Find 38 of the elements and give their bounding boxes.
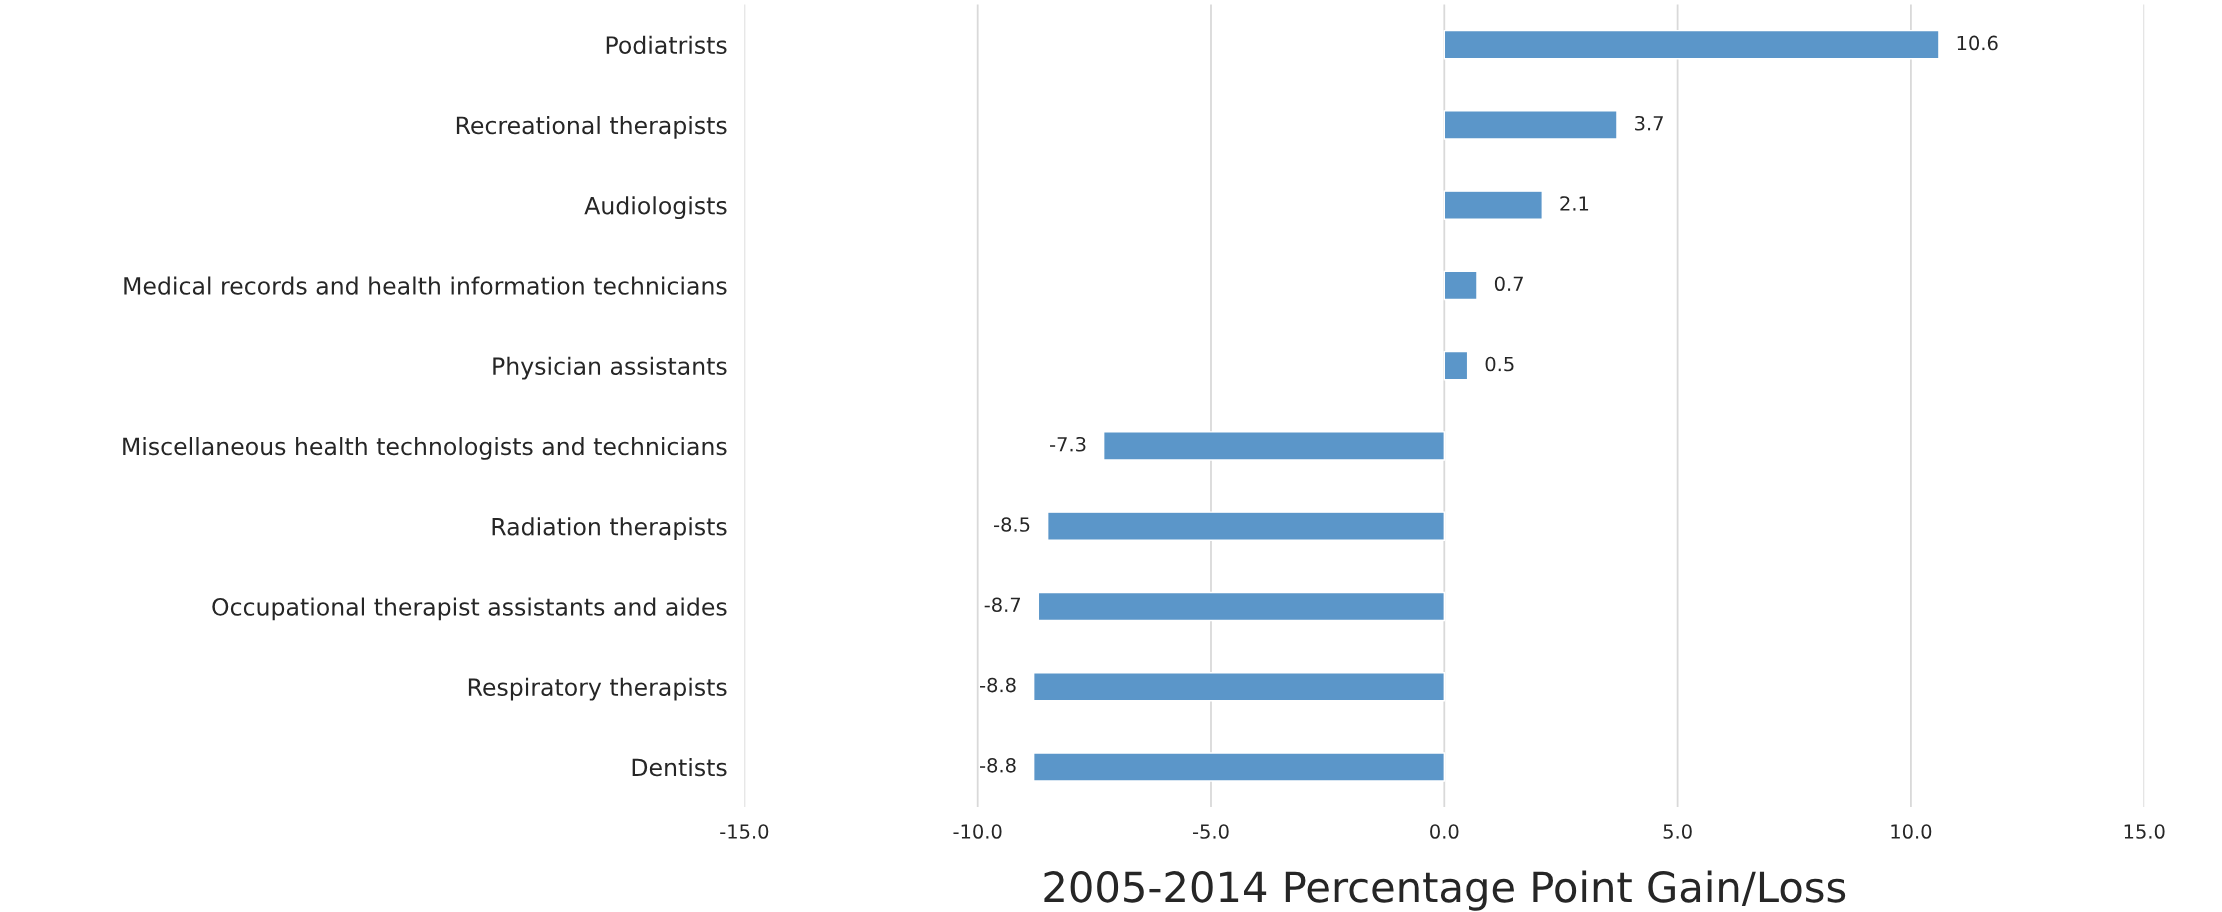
bar (1443, 29, 1940, 60)
y-tick-label: Audiologists (584, 196, 727, 220)
data-label: 0.5 (1485, 356, 1514, 372)
bar (1032, 752, 1445, 782)
bar (1443, 270, 1478, 301)
bar (1046, 511, 1445, 541)
bar (1102, 431, 1445, 461)
y-tick-label: Miscellaneous health technologists and technicians (123, 437, 727, 460)
x-tick-label: 10.0 (1891, 824, 1932, 839)
y-tick-label: Podiatrists (606, 35, 727, 54)
bar (1037, 591, 1445, 622)
y-tick-label: Medical records and health information technicians (124, 276, 727, 295)
data-label: 3.7 (1635, 115, 1663, 131)
bar (1443, 190, 1543, 220)
data-label: 10.6 (1957, 35, 1998, 51)
data-label: 2.1 (1560, 196, 1589, 211)
y-tick-label: Respiratory therapists (468, 677, 727, 701)
data-label: -8.8 (980, 677, 1016, 693)
y-tick-label: Occupational therapist assistants and aides (212, 597, 727, 621)
data-label: -7.3 (1050, 436, 1086, 452)
y-tick-label: Physician assistants (493, 356, 727, 380)
data-label: -8.8 (980, 757, 1016, 773)
x-tick-label: 15.0 (2124, 824, 2165, 839)
x-tick-label: -5.0 (1192, 824, 1229, 839)
x-axis-title: 2005-2014 Percentage Point Gain/Loss (1044, 870, 1846, 911)
x-tick-label: 0.0 (1430, 824, 1459, 839)
data-label: -8.5 (994, 517, 1030, 532)
y-tick-label: Dentists (632, 758, 727, 777)
data-label: -8.7 (984, 597, 1021, 613)
bar (1443, 110, 1618, 140)
bar (1032, 671, 1445, 702)
x-tick-label: -10.0 (953, 824, 1002, 839)
y-tick-label: Radiation therapists (492, 517, 727, 541)
data-label: 0.7 (1494, 276, 1523, 292)
y-tick-label: Recreational therapists (456, 115, 727, 139)
x-tick-label: -15.0 (720, 824, 769, 839)
bar (1443, 350, 1469, 381)
x-tick-label: 5.0 (1663, 824, 1692, 839)
